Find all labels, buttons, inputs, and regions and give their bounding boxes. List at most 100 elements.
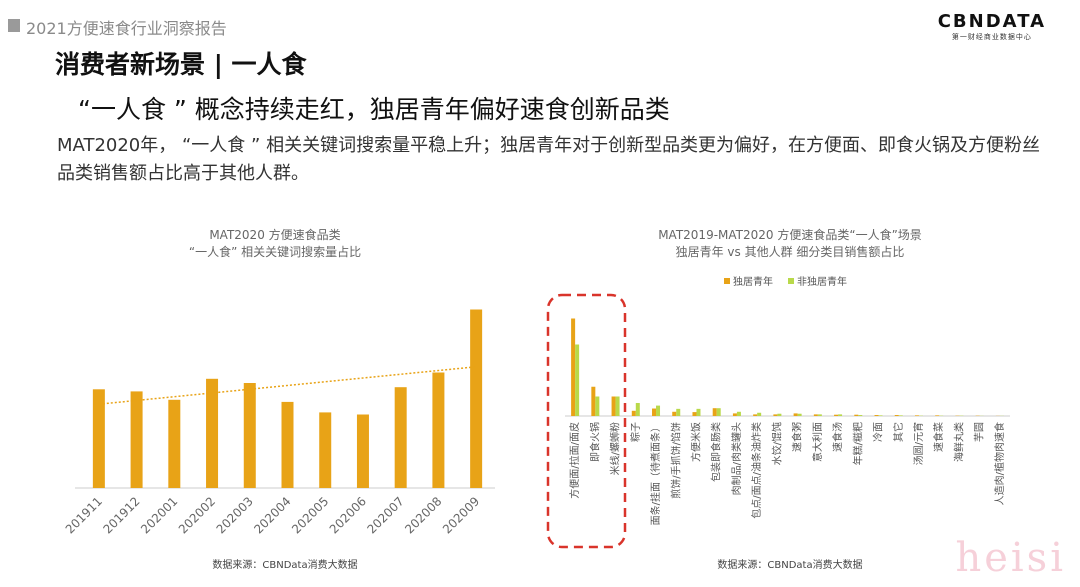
- chart2-x-tick: 面条/挂面（待煮面条）: [649, 422, 662, 525]
- chart1-x-tick: 202008: [402, 494, 444, 536]
- chart1-subtitle: “一人食” 相关关键词搜索量占比: [189, 244, 361, 259]
- chart2-bar-独居青年-年糕/糍粑: [854, 414, 859, 416]
- chart2-bar-独居青年-方便面/拉面/面皮: [571, 318, 576, 416]
- chart2-x-ticks: 方便面/拉面/面皮 即食火锅 米线/螺蛳粉 粽子 面条/挂面（待煮面条） 煎饼/手抓饼/馅…: [568, 422, 1006, 525]
- chart2-bar-独居青年-煎饼/手抓饼/馅饼: [672, 411, 677, 416]
- chart1-bar-202005: [319, 412, 332, 488]
- chart1-x-tick: 201912: [100, 494, 142, 536]
- chart2-x-tick: 海鲜丸类: [952, 422, 965, 462]
- chart1-x-tick: 202003: [214, 494, 256, 536]
- chart2-x-tick: 汤圆/元宵: [912, 422, 925, 465]
- section-title: 消费者新场景 | 一人食: [55, 50, 307, 79]
- chart2-x-tick: 速食粥: [791, 422, 804, 452]
- chart1-bars: [92, 309, 483, 488]
- chart2-bar-独居青年-即食火锅: [591, 386, 596, 416]
- chart2-bar-非独居青年-包点/面点/油条油炸类: [757, 412, 762, 416]
- chart2-x-tick: 其它: [892, 422, 905, 442]
- chart2-bar-独居青年-包点/面点/油条油炸类: [753, 414, 758, 416]
- chart1-x-tick: 202004: [251, 494, 293, 536]
- header-square: [8, 19, 20, 32]
- chart1-x-tick: 202006: [327, 494, 369, 536]
- chart1-x-tick: 202007: [365, 494, 407, 536]
- chart2-bar-独居青年-方便米饭: [692, 412, 697, 416]
- headline: “一人食 ” 概念持续走红，独居青年偏好速食创新品类: [78, 95, 670, 124]
- chart2-bar-非独居青年-即食火锅: [595, 396, 600, 416]
- chart2-bar-非独居青年-煎饼/手抓饼/馅饼: [676, 408, 681, 416]
- chart2-bar-非独居青年-速食汤: [838, 414, 843, 416]
- chart1-x-tick: 202001: [138, 494, 180, 536]
- chart2-subtitle: 独居青年 vs 其他人群 细分类目销售额占比: [676, 244, 905, 259]
- chart2-bar-非独居青年-米线/螺蛳粉: [615, 396, 620, 416]
- chart2-bar-独居青年-意大利面: [813, 414, 818, 416]
- watermark: heisi: [955, 535, 1066, 581]
- chart2-bar-非独居青年-意大利面: [817, 414, 822, 416]
- chart2-bars: [571, 318, 1004, 416]
- chart2-bar-非独居青年-冷面: [878, 415, 883, 416]
- chart2-bar-独居青年-冷面: [874, 415, 879, 416]
- chart2-bar-非独居青年-速食粥: [797, 413, 802, 416]
- chart1-bar-202008: [432, 372, 445, 488]
- chart2-bar-非独居青年-包装即食肠类: [716, 408, 721, 416]
- chart1-x-tick: 202005: [289, 494, 331, 536]
- chart1-bar-201911: [92, 389, 105, 488]
- chart2-x-tick: 方便米饭: [689, 422, 702, 462]
- chart1-bar-202001: [168, 399, 181, 488]
- chart2-x-tick: 速食汤: [831, 422, 844, 452]
- chart1-bar-201912: [130, 391, 143, 488]
- chart2-x-tick: 冷面: [872, 422, 885, 442]
- chart2-bar-非独居青年-方便米饭: [696, 408, 701, 416]
- chart2-bar-非独居青年-肉制品/肉类罐头: [736, 411, 741, 416]
- report-title: 2021方便速食行业洞察报告: [26, 19, 227, 38]
- chart2-x-tick: 即食火锅: [588, 422, 601, 462]
- chart2-bar-非独居青年-面条/挂面（待煮面条）: [656, 405, 661, 416]
- chart2-bar-独居青年-包装即食肠类: [712, 408, 717, 416]
- logo-subtitle: 第一财经商业数据中心: [951, 33, 1032, 41]
- legend-swatch-series-1: [724, 278, 730, 284]
- chart1-bar-202002: [206, 378, 219, 488]
- chart1-bar-202009: [470, 309, 483, 488]
- chart1-trendline: [98, 366, 477, 405]
- chart2-bar-独居青年-米线/螺蛳粉: [611, 396, 616, 416]
- chart2-x-tick: 肉制品/肉类罐头: [730, 422, 743, 495]
- chart1-x-ticks: 2019112019122020012020022020032020042020…: [63, 494, 483, 536]
- chart2-bar-独居青年-水饺/馄饨: [773, 414, 778, 416]
- chart1-bar-202006: [356, 414, 369, 488]
- chart2-bar-独居青年-速食汤: [834, 414, 839, 416]
- chart1-x-tick: 202009: [440, 494, 482, 536]
- logo-text: CBNDATA: [937, 11, 1046, 32]
- legend-label-series-1: 独居青年: [733, 275, 773, 288]
- chart2-x-tick: 米线/螺蛳粉: [609, 422, 622, 475]
- chart2-legend: 独居青年 非独居青年: [724, 275, 847, 288]
- description: MAT2020年， “一人食 ” 相关关键词搜索量平稳上升；独居青年对于创新型品…: [57, 135, 1041, 184]
- chart1-source: 数据来源：CBNData消费大数据: [212, 558, 357, 571]
- chart2-bar-非独居青年-水饺/馄饨: [777, 413, 782, 416]
- chart2-bar-非独居青年-其它: [898, 415, 903, 416]
- chart2-x-tick: 包装即食肠类: [710, 422, 723, 482]
- cbndata-logo: CBNDATA 第一财经商业数据中心: [938, 12, 1046, 42]
- chart1-bar-202004: [281, 401, 294, 488]
- chart2-title: MAT2019-MAT2020 方便速食品类“一人食”场景: [658, 227, 922, 242]
- chart2-bar-独居青年-其它: [894, 415, 899, 416]
- chart1-bar-202007: [394, 387, 407, 488]
- chart2-x-tick: 煎饼/手抓饼/馅饼: [669, 422, 682, 499]
- legend-swatch-series-2: [788, 278, 794, 284]
- chart2-bar-独居青年-汤圆/元宵: [914, 415, 919, 416]
- chart2-bar-独居青年-肉制品/肉类罐头: [732, 413, 737, 416]
- chart2-bar-独居青年-速食粥: [793, 413, 798, 416]
- chart2-x-tick: 芋圆: [974, 422, 986, 442]
- chart1-x-tick: 201911: [63, 494, 105, 536]
- chart2-x-tick: 年糕/糍粑: [851, 422, 864, 465]
- chart2-x-tick: 水饺/馄饨: [770, 422, 783, 465]
- chart2-x-tick: 意大利面: [811, 422, 824, 462]
- chart2-x-tick: 粽子: [629, 422, 642, 442]
- chart1-title: MAT2020 方便速食品类: [209, 227, 340, 242]
- chart2-source: 数据来源：CBNData消费大数据: [717, 558, 862, 571]
- chart2-bar-独居青年-面条/挂面（待煮面条）: [652, 408, 657, 416]
- legend-label-series-2: 非独居青年: [797, 275, 847, 288]
- chart2-bar-非独居青年-年糕/糍粑: [858, 415, 863, 416]
- chart2-x-tick: 包点/面点/油条油炸类: [750, 422, 763, 519]
- chart2-bar-独居青年-速食菜: [935, 415, 940, 416]
- chart2-x-tick: 速食菜: [932, 422, 945, 452]
- chart2-x-tick: 方便面/拉面/面皮: [568, 422, 581, 499]
